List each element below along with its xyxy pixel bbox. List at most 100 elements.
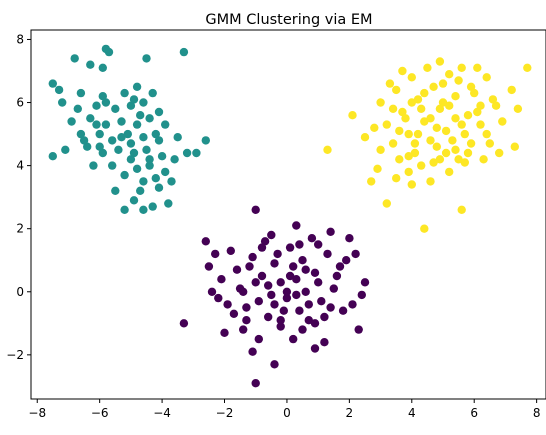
cluster-0-point-12: [264, 312, 273, 322]
plot-frame: [30, 29, 546, 400]
cluster-1-point-9: [76, 88, 86, 98]
cluster-2-point-4: [367, 177, 376, 186]
cluster-0-point-10: [276, 322, 285, 331]
cluster-1-point-36: [83, 142, 92, 151]
cluster-0-point-36: [201, 237, 210, 246]
cluster-1-point-58: [129, 196, 139, 205]
cluster-0-point-54: [273, 249, 282, 259]
cluster-2-point-11: [460, 158, 469, 167]
y-tick-label: 2: [16, 222, 24, 236]
cluster-0-point-26: [310, 268, 320, 277]
cluster-0-point-69: [292, 290, 301, 300]
cluster-0-point-28: [335, 262, 345, 271]
cluster-0-point-50: [264, 281, 273, 290]
cluster-1-point-64: [101, 98, 111, 107]
cluster-2-point-74: [438, 79, 448, 88]
cluster-2-point-62: [454, 76, 463, 85]
cluster-1-point-5: [98, 63, 108, 72]
cluster-0-point-62: [229, 309, 239, 318]
cluster-2-point-21: [426, 136, 435, 145]
cluster-1-point-46: [89, 161, 98, 170]
cluster-1-point-32: [139, 133, 148, 142]
x-tick-label: −8: [28, 406, 46, 420]
cluster-1-point-4: [179, 47, 189, 57]
cluster-1-point-21: [67, 117, 76, 126]
cluster-1-point-49: [145, 161, 154, 170]
cluster-2-point-29: [420, 117, 429, 126]
cluster-1-point-1: [104, 47, 114, 57]
cluster-0-point-30: [298, 256, 307, 265]
cluster-0-point-6: [354, 325, 363, 334]
cluster-0-point-27: [232, 265, 242, 274]
cluster-1-point-61: [139, 205, 148, 214]
cluster-2-point-71: [395, 126, 404, 136]
cluster-1-point-6: [86, 60, 95, 69]
cluster-2-point-40: [488, 95, 498, 104]
cluster-1-point-57: [154, 183, 164, 192]
cluster-2-point-9: [373, 164, 382, 173]
cluster-2-point-54: [438, 98, 448, 107]
cluster-2-point-15: [323, 145, 332, 154]
cluster-2-point-36: [513, 104, 523, 114]
cluster-2-point-34: [435, 104, 445, 114]
cluster-0-point-40: [204, 262, 214, 271]
cluster-1-point-62: [120, 205, 129, 214]
cluster-1-point-72: [145, 155, 154, 164]
cluster-0-point-5: [220, 328, 229, 337]
cluster-2-point-18: [451, 145, 460, 154]
cluster-2-point-16: [376, 145, 385, 154]
cluster-2-point-39: [451, 92, 460, 101]
cluster-0-point-25: [257, 271, 267, 281]
cluster-0-point-74: [223, 300, 232, 309]
cluster-2-point-84: [454, 155, 463, 164]
x-tick-label: 8: [533, 406, 541, 420]
points-layer: [48, 44, 532, 388]
cluster-2-point-48: [423, 63, 432, 72]
cluster-2-point-83: [388, 104, 398, 114]
cluster-0-point-51: [304, 300, 313, 309]
cluster-1-point-67: [126, 139, 136, 148]
x-tick-label: 2: [346, 406, 354, 420]
x-tick-label: −2: [216, 406, 234, 420]
y-tick-label: 0: [16, 285, 24, 299]
cluster-2-point-67: [420, 88, 429, 98]
cluster-1-point-70: [170, 155, 179, 164]
cluster-1-point-73: [95, 142, 104, 151]
cluster-0-point-41: [360, 278, 370, 287]
cluster-1-points: [48, 44, 210, 214]
cluster-0-point-16: [254, 297, 263, 306]
cluster-0-point-60: [211, 249, 220, 259]
cluster-1-point-7: [48, 79, 57, 88]
cluster-1-point-30: [108, 136, 117, 145]
cluster-2-point-66: [441, 148, 451, 158]
cluster-0-point-7: [239, 325, 248, 334]
cluster-2-points: [323, 57, 532, 233]
cluster-1-point-2: [70, 54, 79, 63]
cluster-2-point-56: [448, 136, 457, 145]
cluster-2-point-41: [392, 85, 401, 95]
cluster-1-point-43: [192, 148, 201, 158]
cluster-2-point-10: [417, 161, 426, 170]
cluster-0-point-1: [270, 360, 279, 369]
cluster-2-point-75: [485, 139, 494, 148]
y-axis: −2 0 2 4 6 8: [6, 32, 31, 362]
cluster-0-point-48: [242, 316, 251, 325]
cluster-2-point-31: [498, 117, 507, 126]
cluster-1-point-20: [154, 107, 164, 117]
cluster-2-point-13: [435, 155, 445, 164]
cluster-2-point-72: [451, 114, 460, 123]
cluster-0-point-63: [295, 240, 304, 249]
cluster-0-point-39: [292, 221, 301, 230]
cluster-2-point-78: [463, 148, 473, 158]
cluster-2-point-27: [482, 129, 491, 139]
x-tick-label: 0: [283, 406, 291, 420]
cluster-2-point-7: [404, 167, 413, 177]
cluster-0-point-57: [320, 312, 329, 322]
cluster-1-point-24: [117, 117, 126, 126]
cluster-1-point-40: [142, 145, 151, 154]
cluster-2-point-42: [429, 82, 438, 92]
cluster-2-point-35: [473, 107, 482, 117]
cluster-1-point-69: [92, 120, 101, 129]
cluster-1-point-74: [132, 164, 142, 173]
cluster-2-point-81: [476, 101, 485, 110]
